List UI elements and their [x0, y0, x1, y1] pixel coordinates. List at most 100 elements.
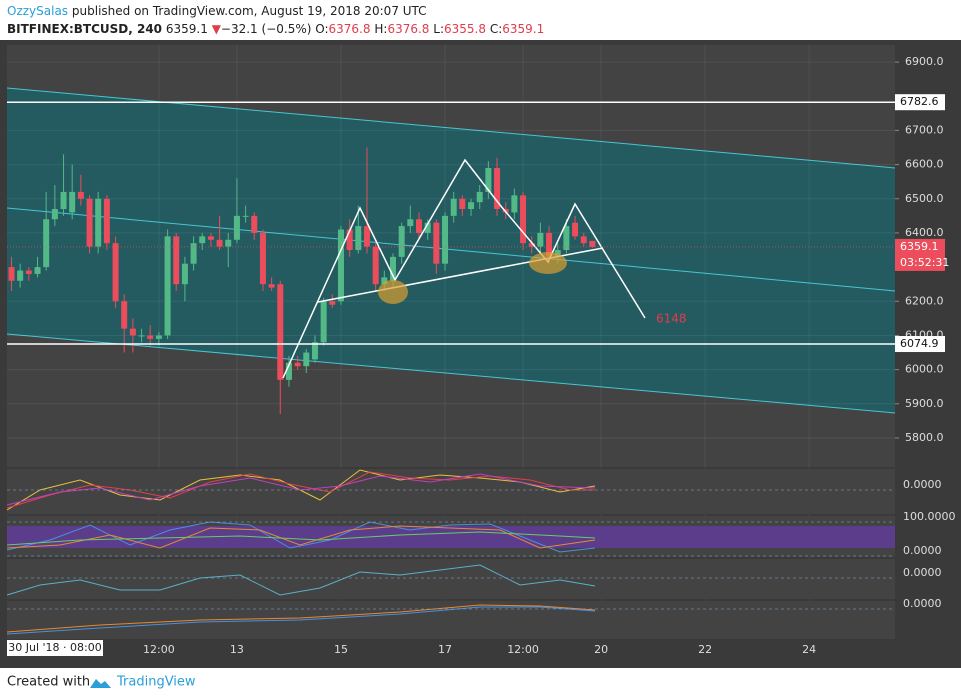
last-price: 6359.1	[165, 22, 208, 36]
candle-body	[51, 209, 58, 220]
candle-body	[494, 168, 501, 210]
channel-upper	[6, 87, 896, 169]
last-price-label: 6359.1	[900, 240, 939, 253]
candle-body	[407, 219, 414, 227]
candle-body	[138, 335, 145, 337]
y-tick-label: 6200.0	[905, 294, 944, 307]
candle-body	[416, 219, 423, 233]
x-tick-label: 24	[802, 643, 816, 656]
candle-body	[17, 270, 24, 281]
header: OzzySalas published on TradingView.com, …	[0, 0, 961, 40]
ohlc-label: O:	[315, 22, 329, 36]
x-tick-label: 17	[438, 643, 452, 656]
indicator-line	[6, 564, 596, 596]
candle-body	[95, 198, 102, 247]
ohlc-value: 6376.8	[387, 22, 430, 36]
candle-body	[164, 236, 171, 336]
candle-body	[155, 335, 162, 339]
candle-body	[468, 202, 475, 210]
y-tick-label: 6700.0	[905, 123, 944, 136]
indicator-label: 100.0000	[903, 510, 956, 523]
brand: TradingView	[116, 675, 196, 690]
channel-fill	[7, 88, 895, 413]
candle-body	[207, 236, 214, 240]
level-label: 6074.9	[900, 337, 939, 350]
y-tick-label: 6400.0	[905, 226, 944, 239]
candle-body	[311, 342, 318, 360]
candle-body	[225, 239, 232, 247]
candle-body	[103, 198, 110, 244]
price-axis	[895, 40, 961, 668]
candle-body	[424, 222, 431, 233]
candle-body	[216, 239, 223, 247]
candle-body	[563, 226, 570, 251]
candle-body	[372, 246, 379, 285]
symbol: BITFINEX:BTCUSD, 240	[7, 22, 163, 36]
down-arrow: ▼	[211, 22, 221, 36]
channel-lower	[6, 333, 896, 414]
highlight	[378, 280, 408, 304]
x-tick-label: 12:00	[143, 643, 175, 656]
ohlc-label: H:	[374, 22, 388, 36]
candle-body	[121, 301, 128, 329]
level-box	[895, 94, 945, 111]
pattern-line	[282, 158, 646, 379]
indicator-line	[6, 473, 596, 506]
candle-body	[259, 232, 266, 285]
indicator-pane	[7, 469, 895, 514]
countdown: 03:52:31	[900, 256, 949, 269]
candle-body	[8, 267, 15, 281]
candle-body	[43, 219, 50, 268]
indicator-pane	[7, 559, 895, 599]
candle-body	[77, 191, 84, 199]
ohlc-value: 6359.1	[502, 22, 545, 36]
x-tick-label: 12:00	[507, 643, 539, 656]
indicator-line	[6, 604, 596, 633]
indicator-label: 0.0000	[903, 478, 942, 491]
candle-body	[251, 215, 258, 233]
candle-body	[86, 198, 93, 247]
ohlc-label: L:	[433, 22, 444, 36]
footer-text: Created with	[7, 675, 90, 690]
candle-body	[346, 229, 353, 251]
candle-body	[572, 222, 579, 237]
x-tick-label: 15	[334, 643, 348, 656]
candle-body	[181, 263, 188, 285]
published: published on TradingView.com, August 19,…	[71, 4, 427, 18]
time-axis	[7, 640, 895, 668]
candles	[8, 147, 596, 415]
indicator-line	[6, 525, 596, 549]
level-label: 6782.6	[900, 95, 939, 108]
candle-body	[329, 301, 336, 305]
candle-body	[69, 191, 76, 213]
indicator-line	[6, 606, 596, 635]
publisher[interactable]: OzzySalas	[7, 4, 69, 18]
candle-body	[268, 284, 275, 288]
cursor-box	[7, 640, 103, 656]
candle-body	[242, 215, 249, 217]
candle-body	[442, 215, 449, 264]
y-tick-label: 6500.0	[905, 192, 944, 205]
x-tick-label: 22	[698, 643, 712, 656]
indicator-line	[6, 531, 596, 546]
y-tick-label: 6000.0	[905, 363, 944, 376]
x-tick-label: 13	[230, 643, 244, 656]
candle-body	[303, 352, 310, 367]
highlight	[529, 252, 567, 274]
y-tick-label: 6600.0	[905, 158, 944, 171]
candle-body	[528, 243, 535, 247]
candle-body	[25, 270, 32, 274]
candle-body	[355, 226, 362, 251]
candle-body	[294, 362, 301, 367]
candle-body	[389, 256, 396, 281]
candle-body	[112, 243, 119, 302]
candle-body	[173, 236, 180, 285]
candle-body	[34, 267, 41, 274]
candle-body	[285, 362, 292, 380]
ohlc-value: 6355.8	[444, 22, 486, 36]
candle-body	[190, 243, 197, 264]
candle-body	[450, 198, 457, 216]
candle-body	[554, 250, 561, 257]
candle-body	[485, 168, 492, 192]
